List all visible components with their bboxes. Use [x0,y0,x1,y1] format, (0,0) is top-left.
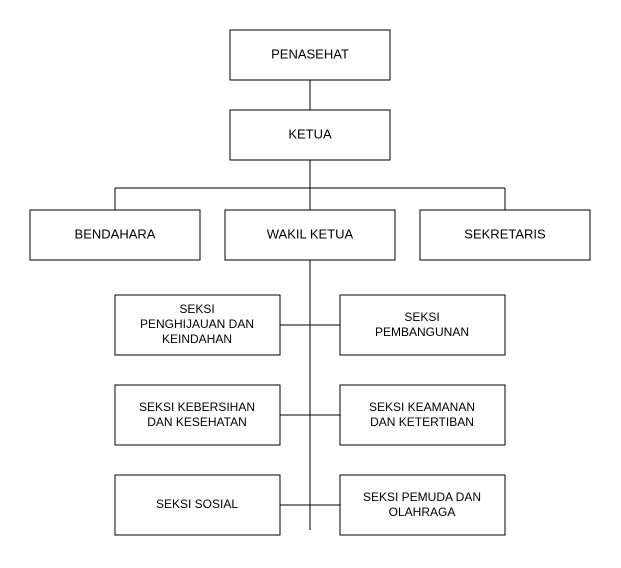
label-seksi1-l1: SEKSI [179,302,214,316]
label-seksi6-l1: SEKSI PEMUDA DAN [363,490,481,504]
label-seksi1-l2: PENGHIJAUAN DAN [140,317,254,331]
label-seksi1-l3: KEINDAHAN [162,332,232,346]
label-seksi2-l1: SEKSI [404,310,439,324]
label-ketua: KETUA [288,126,332,141]
label-seksi4-l2: DAN KETERTIBAN [370,415,474,429]
label-wakil: WAKIL KETUA [267,226,354,241]
label-sekretaris: SEKRETARIS [464,226,546,241]
label-seksi6-l2: OLAHRAGA [389,505,456,519]
org-chart: PENASEHAT KETUA BENDAHARA WAKIL KETUA SE… [0,0,621,568]
label-seksi3-l1: SEKSI KEBERSIHAN [139,400,255,414]
label-seksi4-l1: SEKSI KEAMANAN [369,400,475,414]
label-penasehat: PENASEHAT [271,46,349,61]
label-seksi2-l2: PEMBANGUNAN [375,325,469,339]
label-seksi3-l2: DAN KESEHATAN [147,415,247,429]
label-bendahara: BENDAHARA [75,226,156,241]
label-seksi5-l1: SEKSI SOSIAL [156,497,238,511]
